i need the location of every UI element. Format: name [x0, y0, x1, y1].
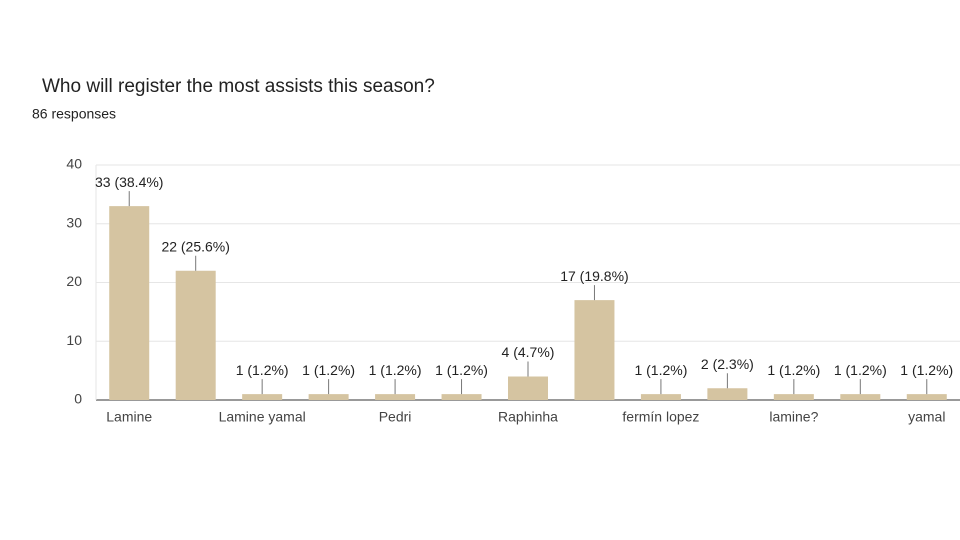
bar [574, 300, 615, 400]
y-tick-label: 10 [66, 332, 82, 348]
x-tick-label: Pedri [379, 409, 412, 425]
bar [840, 394, 881, 400]
value-label: 33 (38.4%) [95, 174, 163, 190]
value-label: 22 (25.6%) [161, 238, 229, 254]
chart-subtitle: 86 responses [32, 106, 116, 122]
bar [640, 394, 681, 400]
value-label: 1 (1.2%) [369, 362, 422, 378]
value-label: 1 (1.2%) [435, 362, 488, 378]
bar [109, 206, 150, 400]
value-label: 1 (1.2%) [302, 362, 355, 378]
y-tick-label: 40 [66, 156, 82, 172]
y-tick-label: 30 [66, 214, 82, 230]
bar [375, 394, 416, 400]
bar [707, 388, 748, 400]
value-label: 2 (2.3%) [701, 356, 754, 372]
y-tick-label: 0 [74, 391, 82, 407]
bar [508, 376, 548, 400]
bar [773, 394, 814, 400]
value-label: 1 (1.2%) [767, 362, 820, 378]
x-tick-label: fermín lopez [622, 409, 699, 425]
value-label: 1 (1.2%) [900, 362, 953, 378]
bar [175, 270, 216, 400]
value-label: 17 (19.8%) [560, 268, 628, 284]
value-label: 1 (1.2%) [834, 362, 887, 378]
value-label: 1 (1.2%) [634, 362, 687, 378]
bar [441, 394, 482, 400]
x-tick-label: Lamine yamal [219, 409, 306, 425]
y-tick-label: 20 [66, 273, 82, 289]
bar [308, 394, 349, 400]
value-label: 1 (1.2%) [236, 362, 289, 378]
bar [242, 394, 283, 400]
value-label: 4 (4.7%) [502, 344, 555, 360]
x-tick-label: Raphinha [498, 409, 558, 425]
x-tick-label: Lamine [106, 409, 152, 425]
bar [906, 394, 947, 400]
chart-title: Who will register the most assists this … [42, 76, 435, 97]
x-tick-label: yamal [908, 409, 945, 425]
x-tick-label: lamine? [769, 409, 818, 425]
